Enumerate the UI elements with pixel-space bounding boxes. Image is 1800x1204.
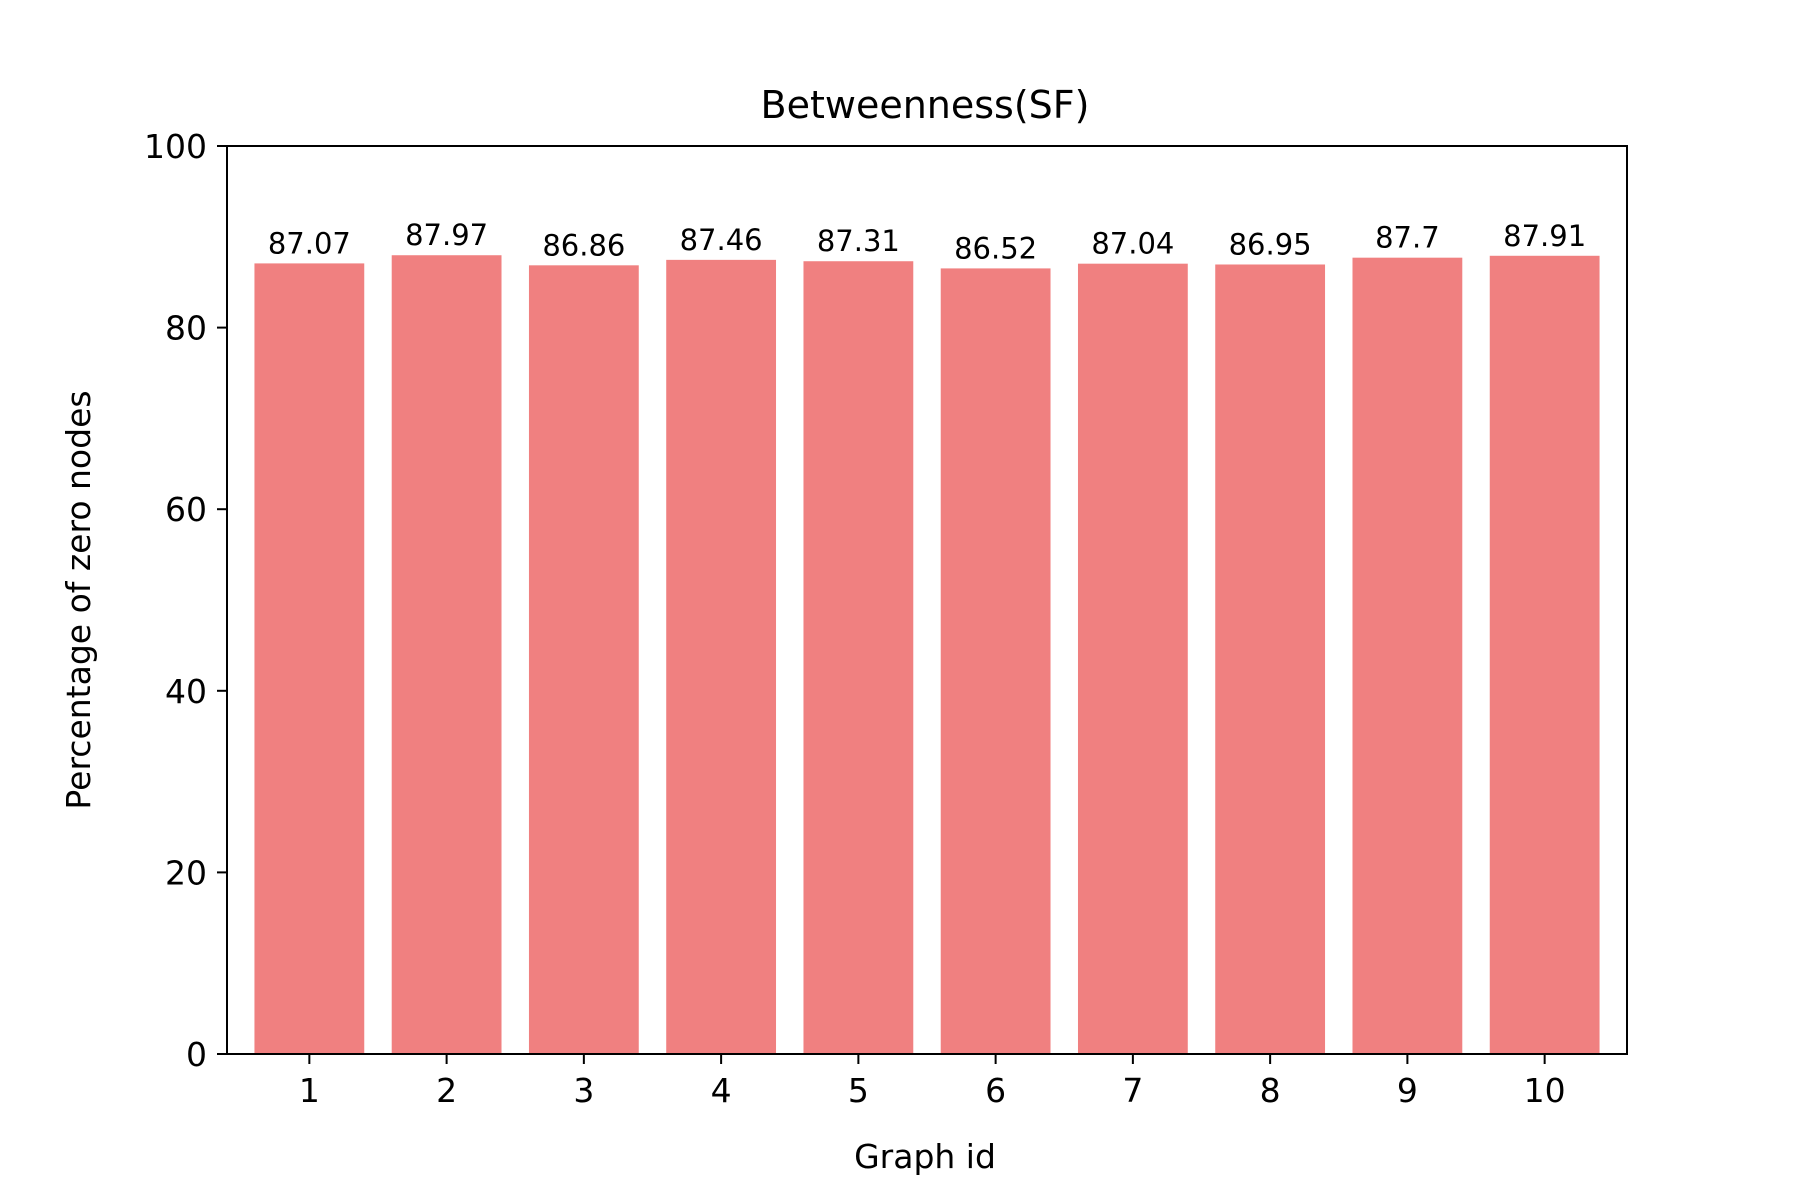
x-tick-label: 9 [1397, 1071, 1418, 1110]
plot-frame [226, 145, 1628, 1055]
data-label-6: 86.52 [954, 231, 1037, 265]
x-tick-label: 2 [436, 1071, 457, 1110]
bar-7 [1077, 263, 1188, 1054]
bars-layer [254, 255, 1600, 1055]
bar-5 [803, 261, 914, 1055]
x-tick-label: 10 [1524, 1071, 1566, 1110]
chart-title: Betweenness(SF) [761, 83, 1090, 127]
y-tick-label: 40 [165, 672, 207, 711]
x-axis: 1 2 3 4 5 6 7 8 9 10 [299, 1054, 1566, 1110]
y-tick-label: 60 [165, 490, 207, 529]
y-tick-label: 80 [165, 309, 207, 348]
x-tick-label: 1 [299, 1071, 320, 1110]
x-tick-label: 6 [985, 1071, 1006, 1110]
bar-2 [391, 255, 502, 1055]
x-tick-label: 7 [1122, 1071, 1143, 1110]
y-axis: 0 20 40 60 80 100 [144, 127, 227, 1074]
y-tick-label: 100 [144, 127, 207, 166]
x-tick-label: 5 [848, 1071, 869, 1110]
bar-6 [940, 268, 1051, 1054]
bar-4 [666, 259, 777, 1054]
x-tick-label: 3 [573, 1071, 594, 1110]
y-tick-label: 20 [165, 853, 207, 892]
data-label-7: 87.04 [1091, 227, 1174, 261]
bar-9 [1352, 257, 1463, 1054]
x-axis-label: Graph id [854, 1137, 996, 1176]
data-label-3: 86.86 [542, 228, 625, 262]
data-label-4: 87.46 [680, 223, 763, 257]
bar-3 [528, 265, 639, 1054]
data-label-8: 86.95 [1229, 227, 1312, 261]
bar-8 [1215, 264, 1326, 1054]
bar-1 [254, 263, 365, 1054]
data-labels-layer: 87.07 87.97 86.86 87.46 87.31 86.52 87.04 86.95… [268, 218, 1586, 265]
data-label-9: 87.7 [1375, 221, 1440, 255]
data-label-1: 87.07 [268, 226, 351, 260]
data-label-5: 87.31 [817, 224, 900, 258]
data-label-10: 87.91 [1503, 219, 1586, 253]
x-tick-label: 8 [1260, 1071, 1281, 1110]
x-tick-label: 4 [711, 1071, 732, 1110]
data-label-2: 87.97 [405, 218, 488, 252]
bar-10 [1489, 255, 1600, 1054]
y-tick-label: 0 [186, 1035, 207, 1074]
y-axis-label: Percentage of zero nodes [59, 390, 98, 809]
